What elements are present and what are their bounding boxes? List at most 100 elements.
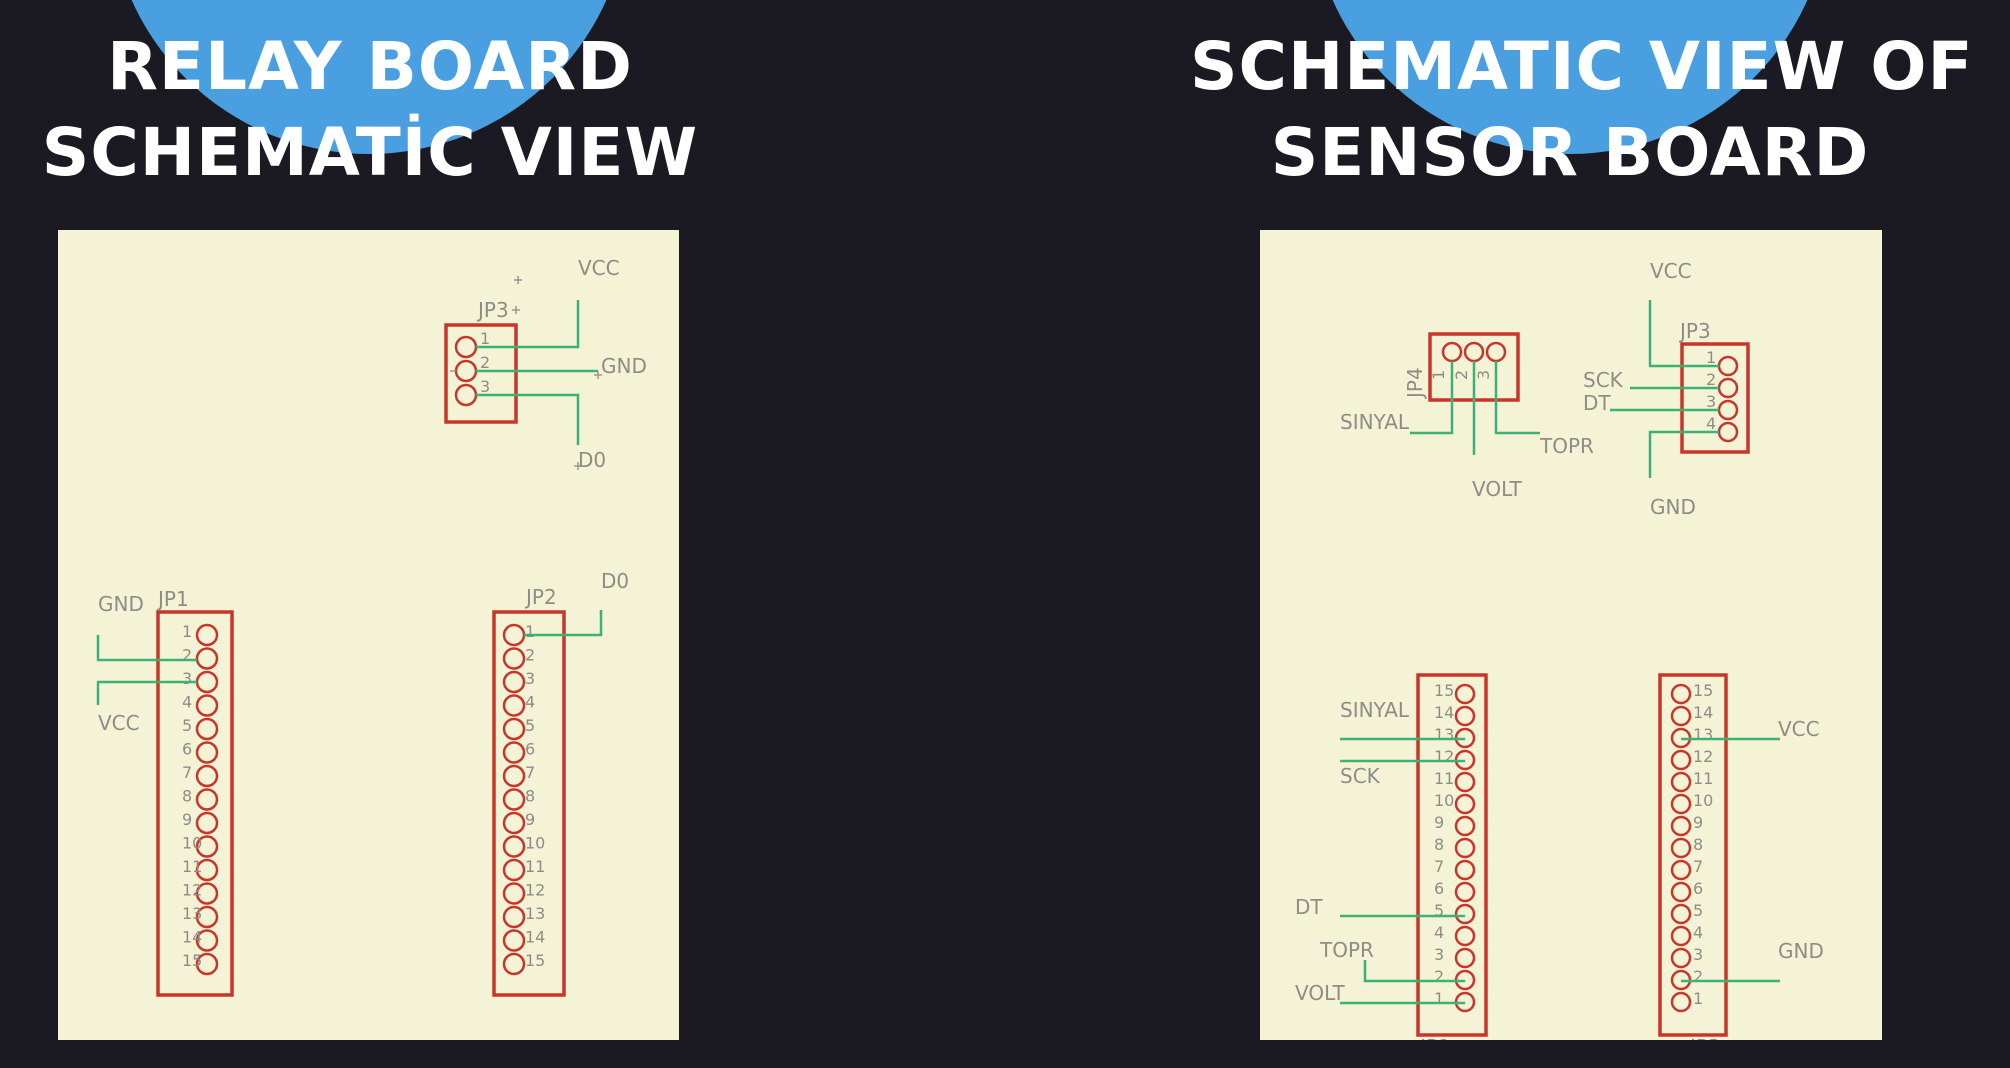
jp1-header (156, 610, 234, 997)
sensor-jp1-pad (1454, 947, 1476, 969)
sensor-jp1-pin-number: 2 (1434, 967, 1444, 986)
sensor-jp1-pin-number: 4 (1434, 923, 1444, 942)
sensor-jp2-pin-number: 8 (1693, 835, 1703, 854)
jp1-pin-number: 14 (182, 928, 202, 947)
jp1-pad (195, 741, 219, 764)
sensor-jp2-pin-number: 10 (1693, 791, 1713, 810)
d0-label: D0 (578, 448, 606, 472)
vcc-label: VCC (578, 256, 620, 280)
sensor-jp2-pad (1670, 991, 1692, 1013)
sensor-jp1-pin-number: 6 (1434, 879, 1444, 898)
jp2-pin-number: 13 (525, 904, 545, 923)
sensor-jp2-pin-number: 2 (1693, 967, 1703, 986)
jp1-pin-number: 15 (182, 951, 202, 970)
jp4-label: JP4 (1403, 367, 1427, 400)
jp2-pad (502, 717, 526, 741)
sensor-jp2-pin-number: 6 (1693, 879, 1703, 898)
sensor-jp1-pad (1454, 793, 1476, 815)
sensor-jp2-pads (1670, 683, 1692, 1013)
sensor-jp2-pin-numbers: 15 14 13 12 11 10 9 8 7 6 5 4 3 2 1 (1693, 681, 1713, 1008)
jp1-pad (195, 858, 219, 882)
sensor-jp2-pin-number: 9 (1693, 813, 1703, 832)
crosshairs (512, 276, 602, 470)
jp2-pad (502, 623, 526, 647)
sensor-jp2-pin-number: 15 (1693, 681, 1713, 700)
jp2-pad (502, 882, 526, 905)
sensor-jp2-pad (1670, 771, 1692, 793)
sensor-jp1-pin-number: 11 (1434, 769, 1454, 788)
jp3-pin-3: 3 (480, 377, 490, 396)
sensor-jp3-pin-1: 1 (1706, 348, 1716, 367)
jp1-pad (195, 929, 219, 952)
sensor-schematic-svg: 1 2 3 JP4 SINYAL TOPR VOLT 1 2 3 4 JP3 V… (1295, 259, 1824, 1040)
sensor-jp2-pad (1670, 837, 1692, 859)
sensor-jp3-pad-3 (1717, 399, 1739, 421)
sensor-jp1-pin-number: 10 (1434, 791, 1454, 810)
wire-jp3-d0 (476, 393, 580, 445)
jp1-pin-number: 10 (182, 834, 202, 853)
jp1-pin-number: 4 (182, 693, 192, 712)
sensor-jp2-pad (1670, 705, 1692, 727)
jp2-pad (502, 788, 526, 811)
jp4-pin-3: 3 (1474, 370, 1493, 380)
jp1-pin-number: 12 (182, 881, 202, 900)
sensor-jp3-vcc-label: VCC (1650, 259, 1692, 283)
jp3-header (444, 323, 518, 424)
sensor-jp1-volt-label: VOLT (1295, 981, 1345, 1005)
sensor-jp3-pin-4: 4 (1706, 414, 1716, 433)
sensor-jp2-pad (1670, 925, 1692, 947)
jp1-pin-number: 6 (182, 740, 192, 759)
sensor-jp2-pad (1670, 815, 1692, 837)
jp2-pin-number: 9 (525, 810, 535, 829)
sensor-jp1-dt-label: DT (1295, 895, 1323, 919)
sensor-jp1-sinyal-label: SINYAL (1340, 698, 1410, 722)
jp4-volt-label: VOLT (1472, 477, 1522, 501)
sensor-jp2-pad (1670, 903, 1692, 925)
jp2-pad (502, 694, 526, 717)
sensor-jp1-pin-number: 3 (1434, 945, 1444, 964)
jp1-pad (195, 952, 219, 976)
jp2-label: JP2 (524, 585, 557, 609)
jp4-sinyal-label: SINYAL (1340, 410, 1410, 434)
sensor-jp3-pad-4 (1717, 421, 1739, 443)
jp2-pad (502, 811, 526, 835)
sensor-jp1-pin-number: 15 (1434, 681, 1454, 700)
sensor-jp3-label: JP3 (1678, 319, 1711, 343)
sensor-jp2-pin-number: 14 (1693, 703, 1713, 722)
jp1-pin-number: 2 (182, 646, 192, 665)
jp2-pin-number: 3 (525, 669, 535, 688)
jp1-pad (195, 647, 219, 670)
sensor-jp1-pad (1454, 881, 1476, 903)
jp1-pin-number: 1 (182, 622, 192, 641)
jp1-pad (195, 670, 219, 694)
jp4-pin-1: 1 (1429, 370, 1448, 380)
wire-jp1-topr (1363, 960, 1465, 983)
wire-jp1-vcc (96, 680, 197, 705)
jp2-pin-number: 10 (525, 834, 545, 853)
jp2-pad (502, 952, 526, 976)
jp1-pad (195, 835, 219, 858)
jp2-pin-number: 7 (525, 763, 535, 782)
jp2-pin-number: 5 (525, 716, 535, 735)
sensor-jp3-pad-1 (1717, 355, 1739, 377)
sensor-jp1-pads (1454, 683, 1476, 1013)
sensor-jp1-pin-number: 7 (1434, 857, 1444, 876)
jp1-pin-number: 8 (182, 787, 192, 806)
jp1-pads (195, 623, 219, 976)
jp2-pin-number: 1 (525, 622, 535, 641)
wire-jp1-gnd (96, 635, 197, 662)
jp3-pin-1: 1 (480, 329, 490, 348)
sensor-jp1-pin-number: 14 (1434, 703, 1454, 722)
jp3-pad-3 (454, 383, 478, 407)
sensor-jp1-pad (1454, 771, 1476, 793)
jp2-pad (502, 741, 526, 764)
sensor-jp2-pin-number: 12 (1693, 747, 1713, 766)
sensor-jp1-pin-number: 5 (1434, 901, 1444, 920)
sensor-jp1-pad (1454, 683, 1476, 705)
sensor-jp2-pin-number: 7 (1693, 857, 1703, 876)
sensor-jp1-sck-label: SCK (1340, 764, 1381, 788)
jp2-pin-number: 6 (525, 740, 535, 759)
left-title: RELAY BOARD SCHEMATİC VIEW (40, 24, 700, 196)
